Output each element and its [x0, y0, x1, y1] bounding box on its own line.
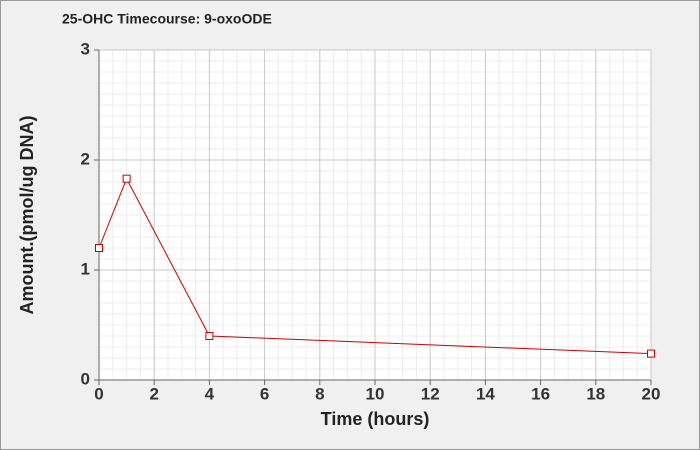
y-tick-label: 2 [81, 149, 90, 168]
x-tick-label: 10 [366, 384, 385, 403]
data-point [122, 174, 131, 183]
x-tick-label: 20 [642, 384, 661, 403]
data-point [647, 349, 655, 358]
x-tick-label: 6 [260, 384, 269, 403]
x-tick-label: 18 [586, 384, 605, 403]
x-tick-label: 0 [94, 384, 103, 403]
chart-title: 25-OHC Timecourse: 9-oxoODE [62, 11, 272, 27]
y-tick-label: 1 [81, 259, 90, 278]
x-tick-label: 8 [315, 384, 324, 403]
data-point [95, 244, 103, 252]
y-tick-label: 0 [81, 369, 90, 388]
x-axis-title: Time (hours) [321, 409, 430, 429]
x-tick-label: 2 [149, 384, 158, 403]
x-tick-label: 14 [476, 384, 495, 403]
data-point [205, 332, 214, 340]
y-tick-label: 3 [81, 39, 90, 58]
y-axis-title: Amount.(pmol/ug DNA) [17, 116, 37, 315]
x-tick-label: 16 [531, 384, 550, 403]
x-tick-label: 12 [421, 384, 440, 403]
x-tick-label: 4 [205, 384, 215, 403]
data-line [98, 177, 652, 355]
